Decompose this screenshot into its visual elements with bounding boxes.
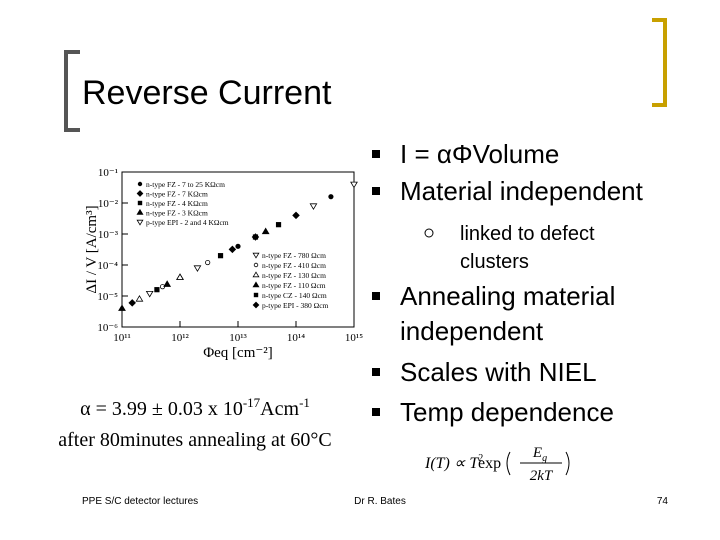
title-bracket-left <box>64 50 80 132</box>
data-point <box>235 243 241 249</box>
legend-symbol <box>136 190 144 197</box>
legend-label: n-type FZ - 7 to 25 KΩcm <box>146 180 225 189</box>
legend-symbol <box>137 200 143 206</box>
caption-superscript: -17 <box>243 395 261 410</box>
y-tick-label: 10⁻⁴ <box>97 260 118 272</box>
legend-symbol <box>137 181 143 187</box>
legend-label: n-type FZ - 130 Ωcm <box>262 271 326 280</box>
formula-part: I(T) ∝ T <box>424 455 479 472</box>
data-point <box>154 287 160 293</box>
x-tick-label: 10¹⁵ <box>345 332 363 344</box>
data-point <box>217 253 224 259</box>
slide-title: Reverse Current <box>82 74 332 112</box>
formula-lhs: I(T) ∝ T2 <box>424 453 483 472</box>
data-point <box>205 259 211 266</box>
data-point <box>261 227 270 235</box>
page-number: 74 <box>657 496 669 507</box>
x-axis-label: Φeq [cm⁻²] <box>203 345 273 361</box>
bullet-list: I = αΦVolume Material independent linked t… <box>372 139 644 427</box>
bullet-marker <box>372 368 380 376</box>
legend-symbol <box>252 271 260 278</box>
legend-symbol <box>253 262 259 268</box>
bullet-text: Temp dependence <box>400 397 614 427</box>
formula-sub: g <box>542 453 547 464</box>
sub-bullet-marker <box>424 228 434 238</box>
data-point <box>145 290 154 298</box>
chart: 10¹¹ 10¹² 10¹³ 10¹⁴ 10¹⁵ 10⁻⁶ 10⁻⁵ 10⁻⁴ 10⁻³ 10⁻²… <box>84 167 363 361</box>
data-point <box>309 203 318 210</box>
y-tick-label: 10⁻¹ <box>98 167 118 179</box>
legend-symbol <box>252 301 260 309</box>
bullet-marker <box>372 408 380 416</box>
bullet-text: linked to defect <box>460 223 595 245</box>
formula-paren <box>506 451 511 476</box>
bullet-marker <box>372 150 380 158</box>
bullet-marker <box>372 292 380 300</box>
caption-line-1: α = 3.99 ± 0.03 x 10-17Acm-1 <box>80 395 310 420</box>
data-point <box>128 299 136 307</box>
legend-label: n-type FZ - 4 KΩcm <box>146 199 208 208</box>
x-tick-label: 10¹⁴ <box>287 332 305 344</box>
legend-label: n-type CZ - 140 Ωcm <box>262 291 327 300</box>
x-tick-label: 10¹² <box>171 332 189 344</box>
formula-part: E <box>532 445 542 461</box>
footer-left: PPE S/C detector lectures <box>82 496 198 507</box>
legend-label: p-type EPI - 380 Ωcm <box>262 301 329 310</box>
legend-symbol <box>136 219 144 226</box>
legend-label: n-type FZ - 110 Ωcm <box>262 281 326 290</box>
legend-label: n-type FZ - 780 Ωcm <box>262 251 326 260</box>
legend-symbol <box>136 208 144 215</box>
y-tick-label: 10⁻³ <box>98 229 119 241</box>
caption-superscript: -1 <box>299 395 310 410</box>
formula: I(T) ∝ T2 exp Eg 2kT <box>424 445 570 484</box>
data-point <box>292 211 300 220</box>
bullet-text: clusters <box>460 251 529 273</box>
legend-label: n-type FZ - 410 Ωcm <box>262 261 326 270</box>
legend-label: n-type FZ - 3 KΩcm <box>146 209 208 218</box>
footer-center: Dr R. Bates <box>354 496 406 507</box>
title-bracket-right <box>652 18 667 107</box>
caption-part: Acm <box>260 398 299 420</box>
bullet-text: independent <box>400 316 544 346</box>
caption-part: α = 3.99 ± 0.03 x 10 <box>80 398 243 420</box>
data-point <box>275 222 282 228</box>
y-tick-label: 10⁻⁶ <box>97 322 118 334</box>
data-point <box>350 181 358 189</box>
bullet-text: I = αΦVolume <box>400 139 559 169</box>
data-point <box>252 234 259 240</box>
formula-denominator: 2kT <box>530 468 554 484</box>
y-axis-label: ΔI / V [A/cm³] <box>84 205 100 293</box>
data-point <box>176 273 184 280</box>
data-point <box>163 280 172 287</box>
y-tick-label: 10⁻² <box>98 198 119 210</box>
formula-paren <box>565 451 570 476</box>
bullet-marker <box>372 187 380 195</box>
data-point <box>193 265 202 272</box>
formula-power: 2 <box>478 453 483 464</box>
data-point <box>118 304 126 311</box>
legend-symbol <box>253 292 259 298</box>
x-tick-label: 10¹³ <box>229 332 247 344</box>
caption-line-2: after 80minutes annealing at 60°C <box>58 429 331 451</box>
legend-symbol <box>252 252 260 259</box>
data-point <box>328 194 334 200</box>
data-point <box>135 295 144 302</box>
formula-fn: exp <box>478 455 501 472</box>
formula-numerator: Eg <box>532 445 547 464</box>
legend-label: p-type EPI - 2 and 4 KΩcm <box>146 218 229 227</box>
bullet-text: Material independent <box>400 176 644 206</box>
data-point <box>228 245 237 254</box>
x-tick-label: 10¹¹ <box>113 332 131 344</box>
legend-symbol <box>252 281 260 288</box>
legend-label: n-type FZ - 7 KΩcm <box>146 190 208 199</box>
bullet-text: Scales with NIEL <box>400 357 597 387</box>
y-tick-label: 10⁻⁵ <box>97 291 118 303</box>
bullet-text: Annealing material <box>400 281 615 311</box>
